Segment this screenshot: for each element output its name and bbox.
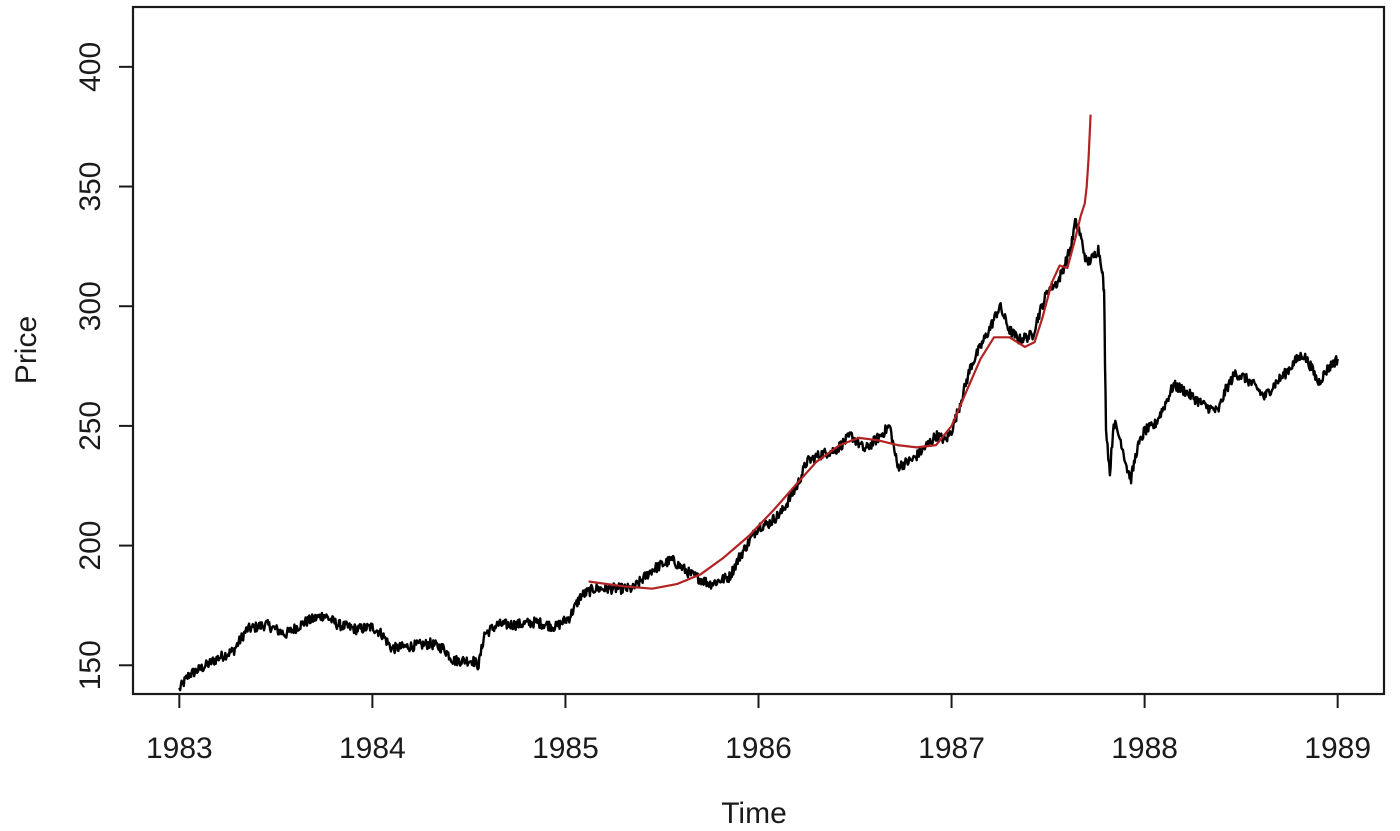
series-line-fit [588, 114, 1092, 590]
y-axis: 150 200 250 300 350 400 [74, 42, 134, 690]
x-tick-label: 1983 [146, 732, 213, 765]
x-tick-label: 1985 [532, 732, 599, 765]
y-tick-label: 250 [74, 401, 107, 451]
x-axis: 1983 1984 1985 1986 1987 1988 1989 [146, 693, 1371, 765]
x-tick-label: 1989 [1304, 732, 1371, 765]
y-tick-label: 350 [74, 161, 107, 211]
y-tick-label: 300 [74, 281, 107, 331]
x-tick-label: 1988 [1111, 732, 1178, 765]
plot-frame [131, 5, 1386, 696]
series-line-price [178, 217, 1339, 692]
x-tick-label: 1984 [339, 732, 406, 765]
y-tick-label: 400 [74, 42, 107, 92]
series-layer [178, 114, 1339, 692]
x-axis-title: Time [721, 797, 787, 830]
x-tick-label: 1987 [918, 732, 985, 765]
y-axis-title: Price [10, 316, 43, 384]
y-tick-label: 150 [74, 640, 107, 690]
y-tick-label: 200 [74, 521, 107, 571]
x-tick-label: 1986 [725, 732, 792, 765]
